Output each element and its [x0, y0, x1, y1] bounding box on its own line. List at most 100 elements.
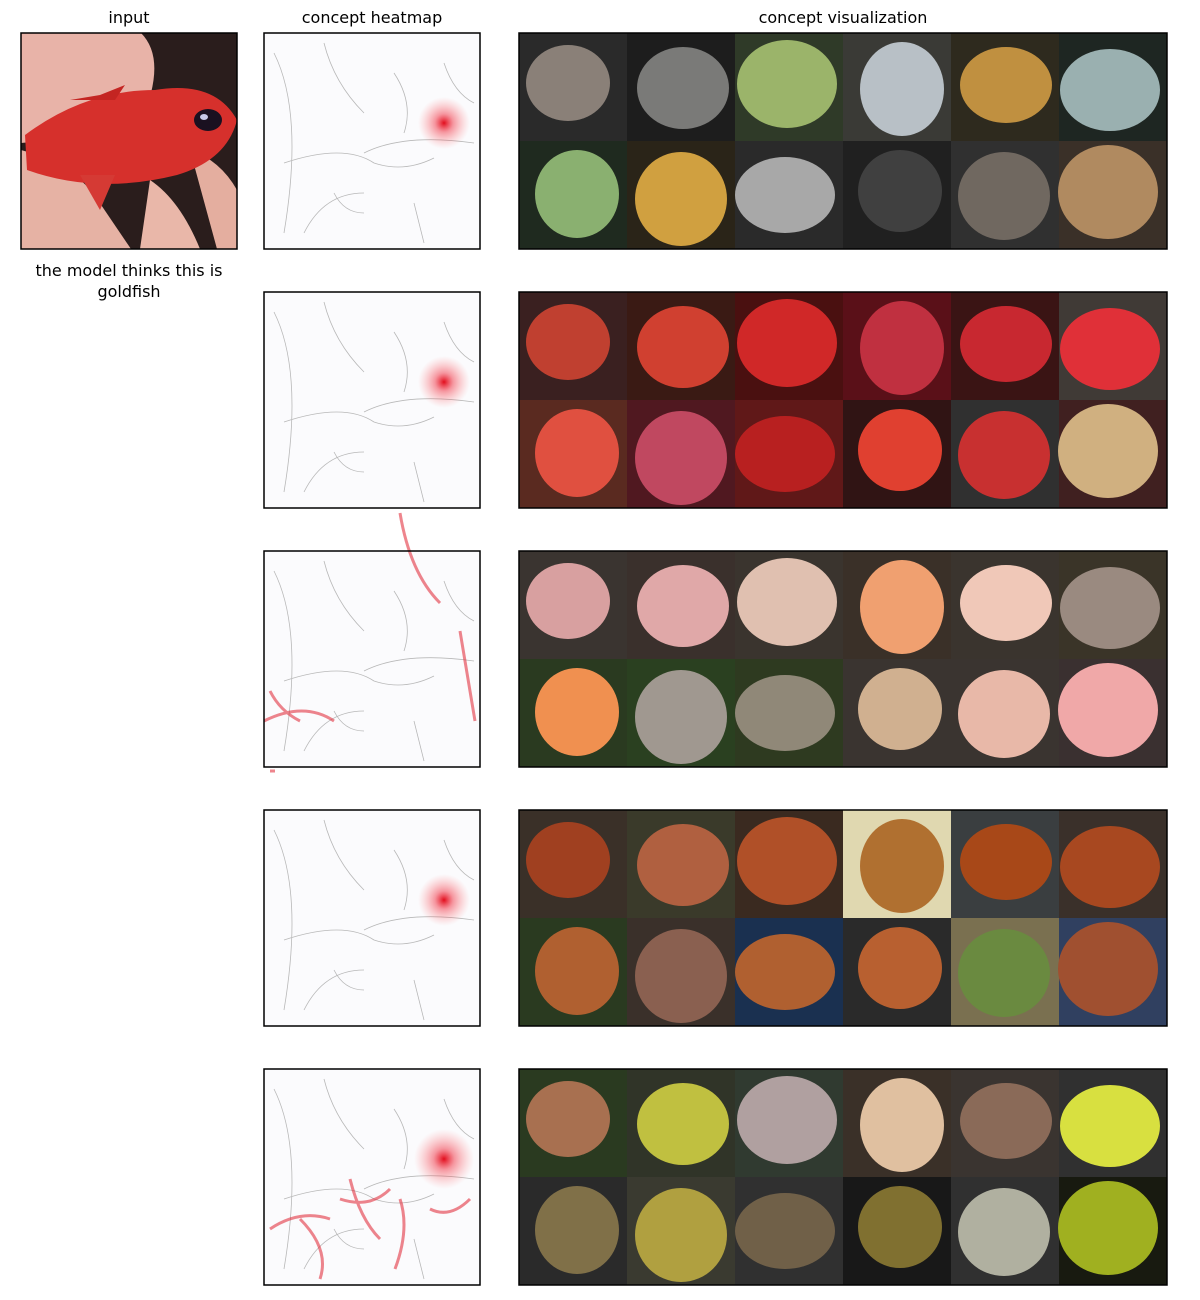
tile-patch — [737, 299, 837, 387]
concept-tile — [951, 810, 1059, 918]
concept-tile — [951, 659, 1059, 767]
heatmap-spot — [414, 1129, 474, 1189]
heatmap — [263, 512, 481, 773]
tile-patch — [735, 934, 835, 1010]
concept-tile — [843, 659, 951, 767]
tile-patch — [637, 824, 729, 906]
tile-patch — [737, 40, 837, 128]
concept-tile — [951, 1069, 1059, 1177]
concept-tile — [843, 141, 951, 249]
tile-patch — [960, 824, 1052, 900]
heatmap-spot — [418, 97, 470, 149]
concept-tile — [843, 292, 951, 400]
concept-tile — [627, 400, 735, 508]
concept-tile — [951, 1177, 1059, 1285]
concept-tiles — [518, 32, 1168, 1286]
concept-tile — [519, 659, 627, 767]
concept-tile — [735, 551, 843, 659]
tile-patch — [1058, 1181, 1158, 1275]
heatmap-frame — [263, 550, 481, 768]
concept-tile — [735, 1177, 843, 1285]
concept-tile — [519, 141, 627, 249]
tile-patch — [535, 409, 619, 497]
concept-tile — [627, 810, 735, 918]
tile-patch — [1058, 663, 1158, 757]
tile-patch — [860, 42, 944, 136]
tiles-frame — [518, 550, 1168, 768]
concept-tile — [519, 1069, 627, 1177]
tile-patch — [735, 1193, 835, 1269]
concept-tile — [627, 551, 735, 659]
tile-patch — [1060, 1085, 1160, 1167]
tile-patch — [637, 1083, 729, 1165]
concept-tile — [627, 141, 735, 249]
concept-tile — [735, 33, 843, 141]
concept-tile — [627, 1069, 735, 1177]
tile-patch — [860, 819, 944, 913]
heatmap-edges — [273, 819, 475, 1021]
tiles-frame — [518, 291, 1168, 509]
tile-patch — [535, 150, 619, 238]
tile-patch — [958, 152, 1050, 240]
tile-patch — [635, 1188, 727, 1282]
concept-tile — [519, 918, 627, 1026]
tile-patch — [637, 47, 729, 129]
tile-patch — [960, 1083, 1052, 1159]
tile-patch — [858, 409, 942, 491]
concept-tile — [735, 810, 843, 918]
concept-tile — [519, 292, 627, 400]
heatmap-streaks — [269, 1178, 472, 1280]
tile-patch — [526, 1081, 610, 1157]
prediction-caption: the model thinks this is goldfish — [35, 261, 223, 301]
tile-patch — [735, 675, 835, 751]
concept-tile — [843, 1069, 951, 1177]
concept-tile — [627, 918, 735, 1026]
tile-patch — [635, 411, 727, 505]
tile-patch — [526, 822, 610, 898]
heatmap-spot — [418, 356, 470, 408]
tile-patch — [858, 927, 942, 1009]
concept-tile — [843, 1177, 951, 1285]
tiles-frame — [518, 809, 1168, 1027]
heatmap-edges — [273, 42, 475, 244]
concept-tile — [1059, 551, 1167, 659]
header-heatmap: concept heatmap — [301, 8, 443, 27]
tile-patch — [1060, 826, 1160, 908]
heatmap-frame — [263, 1068, 481, 1286]
concept-tile — [843, 918, 951, 1026]
tile-patch — [860, 1078, 944, 1172]
tile-patch — [1060, 308, 1160, 390]
concept-tile — [1059, 1069, 1167, 1177]
tile-patch — [635, 152, 727, 246]
tile-patch — [958, 411, 1050, 499]
heatmap-streaks — [263, 512, 477, 773]
header-visualization: concept visualization — [758, 8, 928, 27]
concept-tile — [735, 292, 843, 400]
tile-patch — [535, 668, 619, 756]
tile-patch — [526, 563, 610, 639]
concept-tile — [735, 659, 843, 767]
concept-tile — [627, 292, 735, 400]
tiles-frame — [518, 32, 1168, 250]
concept-tile — [1058, 659, 1167, 767]
tile-patch — [737, 558, 837, 646]
concept-tile — [1058, 1177, 1167, 1285]
tile-patch — [735, 157, 835, 233]
heatmap-edges — [273, 301, 475, 503]
tiles-frame — [518, 1068, 1168, 1286]
heatmap-frame — [263, 809, 481, 1027]
concept-tile — [1058, 400, 1167, 508]
concept-tile — [843, 400, 951, 508]
tile-patch — [535, 927, 619, 1015]
tile-patch — [637, 565, 729, 647]
header-input: input — [108, 8, 150, 27]
tile-patch — [1060, 567, 1160, 649]
heatmap — [263, 1068, 481, 1286]
concept-tile — [735, 400, 843, 508]
input-image — [20, 32, 238, 250]
heatmap-spot — [418, 874, 470, 926]
concept-tile — [843, 810, 951, 918]
heatmaps — [263, 32, 481, 1286]
